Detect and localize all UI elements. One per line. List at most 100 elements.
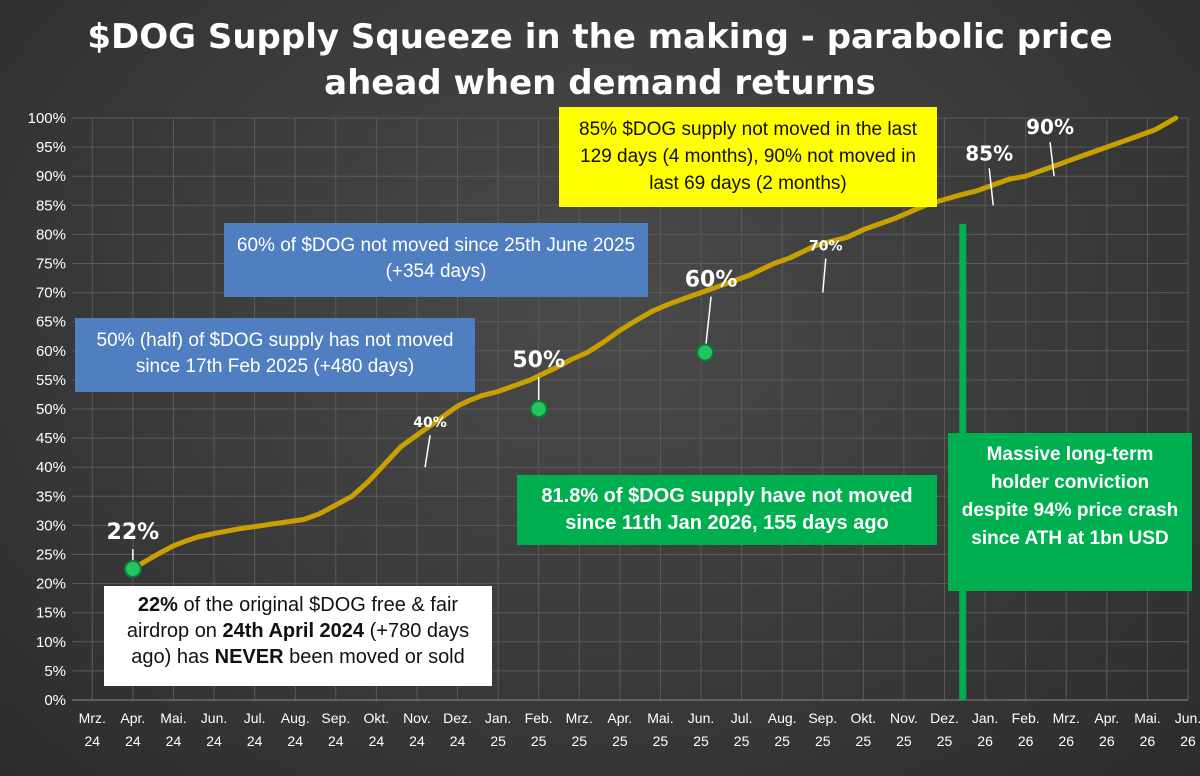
annotation-50-percent-box: 50% (half) of $DOG supply has not moved … (75, 318, 475, 392)
chart-title: $DOG Supply Squeeze in the making - para… (87, 17, 1113, 103)
x-tick-year: 24 (166, 733, 182, 749)
y-tick-label: 50% (36, 401, 66, 418)
y-tick-label: 20% (36, 576, 66, 593)
x-tick-year: 24 (369, 733, 385, 749)
data-point-marker (529, 400, 548, 418)
annotation-81-8-percent-box: 81.8% of $DOG supply have not moved sinc… (517, 475, 937, 545)
x-tick-year: 24 (85, 733, 101, 749)
x-tick-year: 25 (571, 733, 587, 749)
x-tick-year: 25 (693, 733, 709, 749)
x-tick-year: 25 (653, 733, 669, 749)
x-axis-ticks: Mrz. 24 Apr. 24 Mai. 24 Jun. 24 Jul. 24 Aug. 24 Sep.… (79, 710, 1200, 749)
x-tick-year: 26 (1099, 733, 1115, 749)
y-tick-label: 40% (36, 459, 66, 476)
point-labels-layer: 40% 70% 85% 90% (413, 115, 1074, 468)
x-tick-month: Jul. (244, 710, 266, 726)
series-layer (130, 115, 1179, 572)
airdrop-text-2: (+780 days ago) has (131, 620, 470, 668)
x-tick-year: 25 (774, 733, 790, 749)
point-label: 70% (809, 239, 843, 255)
y-tick-label: 30% (36, 517, 66, 534)
marker-callout-line (704, 296, 712, 353)
y-tick-label: 75% (36, 256, 66, 273)
y-tick-label: 70% (36, 285, 66, 302)
x-tick-year: 25 (815, 733, 831, 749)
y-tick-label: 100% (28, 110, 66, 127)
airdrop-percent: 22% (137, 594, 178, 616)
y-tick-label: 95% (36, 139, 66, 156)
annotation-60-percent-box: 60% of $DOG not moved since 25th June 20… (224, 223, 648, 297)
x-tick-month: Dez. (930, 710, 959, 726)
annotation-airdrop-box: 22% of the original $DOG free & fair air… (104, 586, 492, 686)
airdrop-never: NEVER (214, 646, 284, 668)
x-tick-month: Jul. (731, 710, 753, 726)
point-label: 90% (1026, 115, 1074, 139)
x-tick-year: 26 (1140, 733, 1156, 749)
x-tick-month: Feb. (1012, 710, 1040, 726)
y-tick-label: 65% (36, 314, 66, 331)
x-tick-year: 25 (531, 733, 547, 749)
x-tick-year: 26 (1058, 733, 1074, 749)
x-tick-month: Nov. (890, 710, 918, 726)
marker-label: 50% (512, 348, 565, 373)
marker-label: 22% (107, 520, 160, 545)
y-tick-label: 60% (36, 343, 66, 360)
point-callout-line (988, 168, 994, 206)
x-tick-month: Jun. (201, 710, 227, 726)
x-tick-year: 24 (206, 733, 222, 749)
y-tick-label: 15% (36, 605, 66, 622)
x-tick-month: Okt. (851, 710, 877, 726)
x-tick-year: 26 (1018, 733, 1034, 749)
point-callout-line (822, 258, 827, 293)
x-tick-year: 25 (612, 733, 628, 749)
x-tick-year: 26 (977, 733, 993, 749)
airdrop-date: 24th April 2024 (222, 620, 365, 642)
x-tick-month: Mrz. (1053, 710, 1080, 726)
x-tick-year: 24 (287, 733, 303, 749)
x-tick-month: Mai. (1134, 710, 1160, 726)
y-tick-label: 25% (36, 547, 66, 564)
x-tick-month: Nov. (403, 710, 431, 726)
x-tick-month: Sep. (321, 710, 350, 726)
marker-label: 60% (685, 268, 738, 293)
point-callout-line (424, 435, 431, 468)
y-tick-label: 0% (44, 692, 66, 709)
x-tick-year: 25 (734, 733, 750, 749)
x-tick-year: 24 (409, 733, 425, 749)
point-label: 40% (413, 415, 447, 431)
x-tick-year: 25 (896, 733, 912, 749)
annotation-conviction-box: Massive long-term holder conviction desp… (948, 433, 1192, 591)
x-tick-month: Jan. (485, 710, 511, 726)
annotation-85-90-percent-box: 85% $DOG supply not moved in the last 12… (559, 107, 937, 207)
y-tick-label: 10% (36, 634, 66, 651)
x-tick-month: Aug. (281, 710, 310, 726)
airdrop-text-3: been moved or sold (283, 646, 465, 668)
y-tick-label: 80% (36, 226, 66, 243)
y-tick-label: 35% (36, 488, 66, 505)
x-tick-month: Mai. (647, 710, 673, 726)
x-tick-month: Apr. (607, 710, 632, 726)
x-tick-month: Apr. (120, 710, 145, 726)
y-tick-label: 90% (36, 168, 66, 185)
x-tick-year: 24 (328, 733, 344, 749)
y-tick-label: 45% (36, 430, 66, 447)
y-tick-label: 5% (44, 663, 66, 680)
x-tick-year: 24 (247, 733, 263, 749)
x-tick-month: Feb. (525, 710, 553, 726)
data-point-marker (123, 560, 142, 579)
x-tick-month: Mrz. (79, 710, 106, 726)
x-tick-month: Apr. (1094, 710, 1119, 726)
x-tick-month: Aug. (768, 710, 797, 726)
supply-line (130, 115, 1179, 572)
y-axis-ticks: 0% 5% 10% 15% 20% 25% 30% 35% 40% 45% 50% 55% 60% 65%… (28, 110, 66, 709)
point-label: 85% (965, 141, 1013, 165)
data-point-marker (696, 343, 715, 362)
y-tick-label: 55% (36, 372, 66, 389)
x-tick-year: 24 (450, 733, 466, 749)
x-tick-month: Jun. (1175, 710, 1200, 726)
x-tick-year: 25 (490, 733, 506, 749)
x-tick-month: Jun. (688, 710, 714, 726)
x-tick-month: Dez. (443, 710, 472, 726)
x-tick-year: 25 (937, 733, 953, 749)
x-tick-year: 25 (856, 733, 872, 749)
